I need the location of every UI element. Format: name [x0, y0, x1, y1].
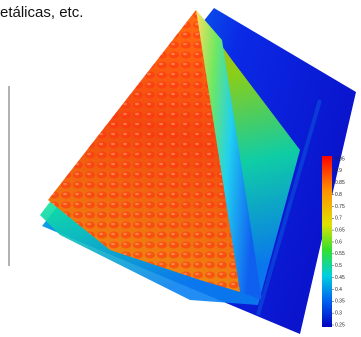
colorbar-label: 0.9 [335, 168, 342, 174]
colorbar-label: 0.35 [335, 299, 345, 305]
colorbar-label: 0.45 [335, 275, 345, 281]
figure: etálicas, etc. 0.95 0.9 0.85 0.8 0.75 0.7 0.65… [0, 0, 361, 337]
colorbar-label: 0.85 [335, 180, 345, 186]
colorbar-label: 0.4 [335, 287, 342, 293]
colorbar-label: 0.65 [335, 227, 345, 233]
colorbar-label: 0.75 [335, 204, 345, 210]
caption: etálicas, etc. [0, 4, 83, 21]
colorbar-label: 0.5 [335, 263, 342, 269]
colorbar-label: 0.55 [335, 251, 345, 257]
colorbar-label: 0.25 [335, 322, 345, 328]
colorbar-label: 0.6 [335, 239, 342, 245]
colorbar [322, 156, 332, 327]
colorbar-label: 0.3 [335, 310, 342, 316]
colorbar-label: 0.7 [335, 216, 342, 222]
screenshot: etálicas, etc. 0.95 0.9 0.85 0.8 0.75 0.7 0.65… [0, 0, 361, 337]
colorbar-label: 0.8 [335, 192, 342, 198]
colorbar-label: 0.95 [335, 156, 345, 162]
